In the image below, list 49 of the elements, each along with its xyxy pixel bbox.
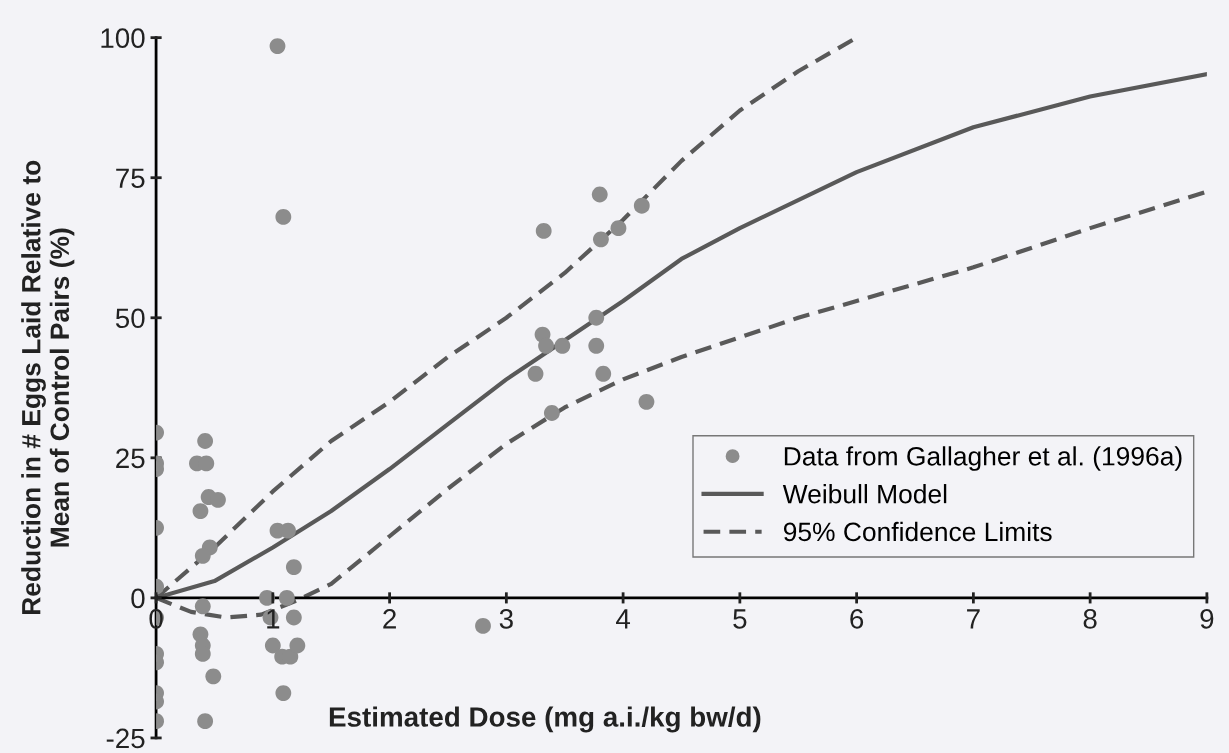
x-tick-label: 9 — [1200, 609, 1214, 629]
point — [275, 685, 292, 702]
point — [591, 186, 608, 203]
point — [595, 365, 612, 382]
x-tick-label: 8 — [1083, 609, 1097, 629]
point — [197, 433, 214, 449]
point — [475, 617, 491, 634]
point — [543, 405, 560, 421]
point — [527, 365, 544, 382]
point — [588, 309, 605, 326]
x-tick-label: 3 — [499, 609, 513, 629]
point — [192, 503, 209, 519]
point — [285, 559, 302, 575]
x-tick-label: 7 — [967, 609, 980, 629]
point — [275, 209, 292, 225]
y-tick-label: 100 — [101, 28, 145, 48]
point — [285, 609, 302, 626]
y-tick-label: -25 — [106, 728, 145, 749]
point — [633, 197, 650, 214]
legend-label: Data from Gallagher et al. (1996a) — [784, 446, 1182, 471]
point — [278, 589, 295, 606]
x-tick-label: 4 — [616, 609, 631, 629]
point — [205, 668, 222, 685]
point — [289, 637, 306, 654]
legend-label: Weibull Model — [782, 484, 947, 504]
point — [593, 231, 609, 248]
legend-label: 95% Confidence Limits — [783, 521, 1052, 542]
point — [554, 337, 571, 354]
point — [538, 337, 554, 354]
point — [210, 491, 226, 508]
x-tick-label: 2 — [383, 609, 396, 629]
point — [588, 337, 605, 354]
point — [194, 547, 211, 564]
y-tick-label: 25 — [116, 448, 145, 469]
x-tick-label: 6 — [850, 609, 864, 629]
point — [610, 220, 627, 237]
point — [194, 598, 211, 615]
y-tick-label: 50 — [115, 308, 145, 329]
point — [638, 393, 655, 410]
point — [269, 38, 286, 54]
y-axis-title: Reduction in # Eggs Laid Relative to Mean of Control Pairs (%) — [21, 160, 75, 615]
x-axis-title: Estimated Dose (mg a.i./kg bw/d) — [329, 706, 761, 733]
point — [280, 522, 296, 539]
y-tick-label: 75 — [116, 168, 145, 189]
point — [535, 223, 552, 239]
y-tick-label: 0 — [131, 588, 145, 609]
point — [264, 637, 281, 654]
point — [197, 713, 214, 730]
x-tick-label: 5 — [733, 609, 747, 629]
